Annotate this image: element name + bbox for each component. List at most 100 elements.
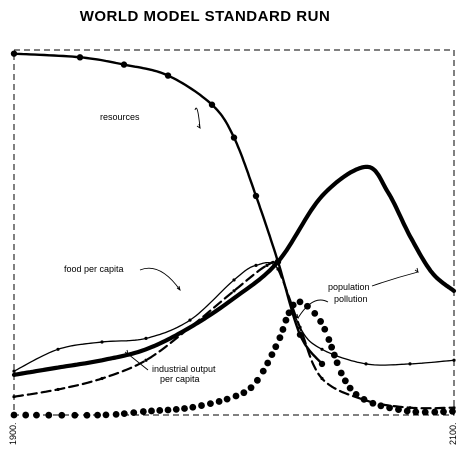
industrial-output-per-capita-point [144, 358, 148, 362]
industrial-output-per-capita-point [100, 376, 104, 381]
food-per-capita-point [188, 318, 192, 322]
resources-point [318, 360, 326, 368]
resources-point [76, 54, 84, 61]
pollution-dot [83, 411, 91, 419]
x-tick-label: 2100. [448, 422, 458, 445]
resources-point [120, 61, 128, 68]
pollution-dot [148, 407, 155, 415]
resources-leader-line [194, 107, 201, 129]
pollution-leader-line [297, 299, 329, 319]
industrial-output-per-capita-point [232, 289, 236, 293]
industrial-output-per-capita-point [265, 263, 269, 267]
food-per-capita-point [452, 358, 456, 362]
food-per-capita-label: food per capita [64, 264, 124, 274]
pollution-dot [317, 318, 325, 325]
x-tick-label: 1900. [8, 422, 18, 445]
pollution-dot [172, 405, 180, 413]
population-point [452, 289, 456, 293]
food-per-capita-point [364, 362, 368, 366]
population-point [364, 165, 368, 169]
food-per-capita-point [56, 347, 60, 351]
pollution-dot [421, 408, 429, 416]
pollution-dot [449, 407, 456, 415]
pollution-label: pollution [334, 294, 368, 304]
industrial-output-per-capita-line [12, 260, 456, 410]
plot-frame [13, 49, 455, 416]
pollution-dot [198, 402, 205, 409]
food-per-capita-point [232, 278, 236, 282]
pollution-dot [272, 343, 280, 351]
pollution-dot [369, 399, 377, 407]
pollution-dot [223, 395, 231, 403]
pollution-dot [285, 309, 293, 317]
pollution-dot [440, 408, 447, 416]
pollution-dot [311, 309, 319, 317]
industrial-output-per-capita-leader-arrow [124, 349, 129, 356]
population-point [276, 260, 280, 264]
pollution-dot [102, 411, 110, 419]
food-per-capita-point [408, 362, 412, 366]
resources-point [164, 72, 172, 79]
resources-line [12, 52, 324, 366]
industrial-output-per-capita-point [298, 325, 302, 329]
pollution-dot [360, 395, 368, 403]
food-per-capita-point [320, 347, 324, 351]
pollution-dot [10, 411, 18, 419]
pollution-dot [71, 411, 79, 419]
pollution-dot [328, 343, 336, 351]
pollution-dot [395, 406, 402, 414]
population-point [320, 194, 324, 198]
resources-point [208, 101, 216, 108]
industrial-output-per-capita-point [12, 395, 16, 399]
pollution-dot [412, 408, 420, 416]
pollution-dot [22, 411, 30, 419]
pollution-dot [289, 301, 297, 309]
pollution-dot [296, 298, 304, 306]
pollution-dot [58, 411, 66, 419]
pollution-dot [189, 403, 197, 411]
food-per-capita-leader-arrow [176, 285, 181, 292]
population-point [408, 234, 412, 238]
population-point [12, 373, 16, 377]
pollution-dot [181, 405, 188, 412]
pollution-dot [276, 334, 284, 342]
pollution-dot [321, 325, 329, 333]
pollution-dot [164, 406, 172, 414]
resources-leader-arrow [196, 123, 201, 130]
chart-title: WORLD MODEL STANDARD RUN [79, 8, 331, 25]
food-per-capita-point [144, 336, 148, 340]
pollution-dot [337, 369, 345, 377]
industrial-output-per-capita-point [320, 376, 324, 381]
population-point [232, 296, 236, 300]
food-per-capita-point [100, 340, 104, 344]
pollution-dot [94, 411, 101, 419]
pollution-dot [431, 408, 439, 416]
pollution-dot [330, 351, 338, 359]
pollution-dot [247, 384, 255, 392]
industrial-output-per-capita-leader-line [127, 353, 149, 371]
pollution-dot [253, 376, 261, 384]
pollution-dot [346, 384, 354, 392]
pollution-dot [282, 316, 290, 324]
resources-label: resources [100, 112, 140, 122]
pollution-dot [120, 410, 128, 418]
pollution-dot [33, 411, 40, 419]
population-label: population [328, 282, 370, 292]
pollution-dot [240, 389, 248, 397]
food-per-capita-point [12, 369, 16, 373]
pollution-dot [139, 408, 147, 415]
pollution-dot [341, 377, 349, 385]
population-point [430, 271, 434, 275]
population-leader-line [371, 271, 419, 287]
pollution-dot [156, 407, 164, 414]
population-point [56, 365, 60, 370]
pollution-dot [352, 391, 360, 398]
pollution-dot [207, 400, 214, 408]
pollution-dot [259, 367, 267, 375]
population-point [386, 190, 390, 194]
population-leader-arrow [414, 267, 419, 274]
pollution-dot [45, 411, 53, 419]
pollution-dot [264, 359, 272, 367]
industrial-output-per-capita-label: industrial output per capita [152, 364, 216, 384]
